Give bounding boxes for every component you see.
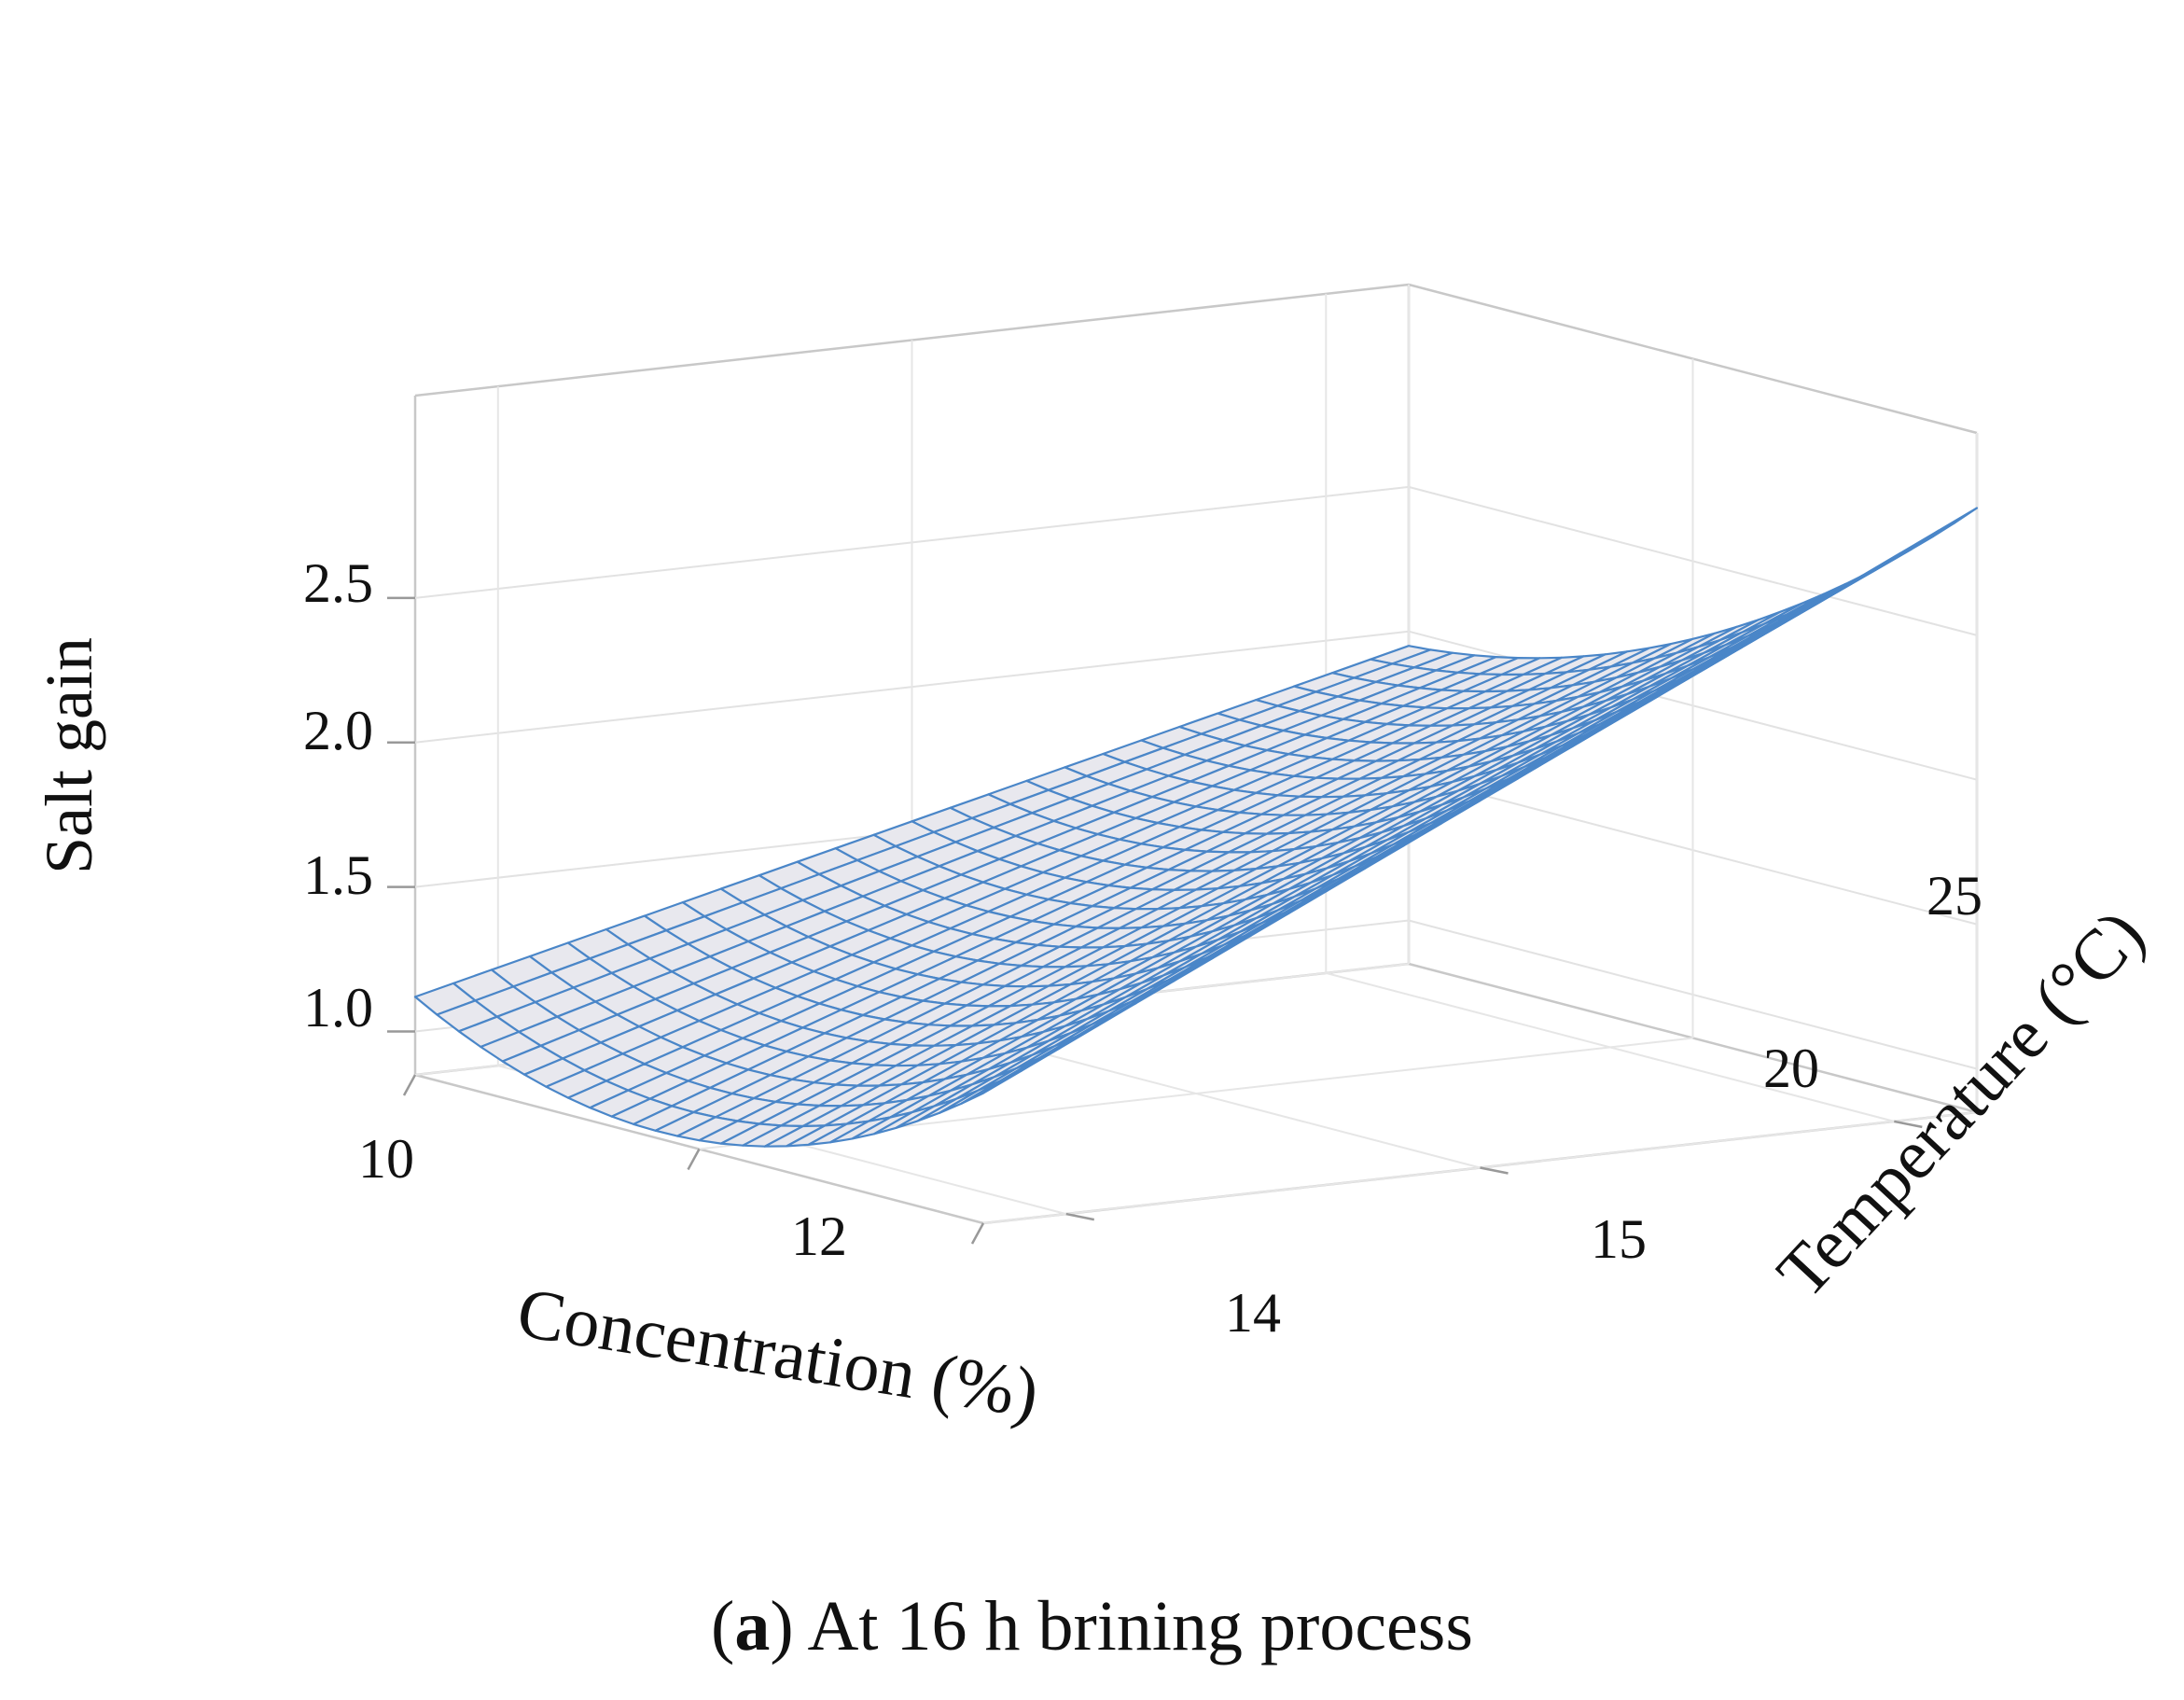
x-tick — [402, 1074, 417, 1096]
caption-text: ) At 16 h brining process — [770, 1587, 1473, 1665]
z-tick-label: 1.5 — [303, 844, 373, 906]
x-tick — [687, 1148, 701, 1171]
z-tick-label: 1.0 — [303, 977, 373, 1038]
x-tick-label: 14 — [1225, 1282, 1281, 1344]
z-tick-label: 2.0 — [303, 700, 373, 761]
response-surface — [413, 507, 1979, 1148]
caption-letter: a — [734, 1587, 771, 1665]
y-tick-label: 25 — [1927, 865, 1982, 927]
y-tick-label: 20 — [1763, 1038, 1819, 1099]
y-axis-title: Temperature (°C) — [1762, 895, 2159, 1313]
figure-caption: (a) At 16 h brining process — [0, 1586, 2184, 1667]
x-tick-label: 10 — [358, 1128, 414, 1190]
y-tick — [1065, 1212, 1095, 1221]
y-tick-label: 15 — [1591, 1208, 1647, 1270]
gridline — [1326, 971, 1895, 1122]
caption-open-paren: ( — [711, 1587, 735, 1665]
y-tick — [1894, 1120, 1923, 1129]
x-axis-title: Concentration (%) — [512, 1274, 1044, 1433]
x-tick — [970, 1222, 985, 1245]
y-tick — [1480, 1166, 1509, 1175]
surface-patch — [960, 1069, 1023, 1105]
x-tick-label: 12 — [791, 1205, 847, 1267]
tick-marks — [387, 596, 1923, 1245]
z-tick-label: 2.5 — [303, 552, 373, 614]
z-axis-title: Salt gain — [32, 637, 106, 874]
